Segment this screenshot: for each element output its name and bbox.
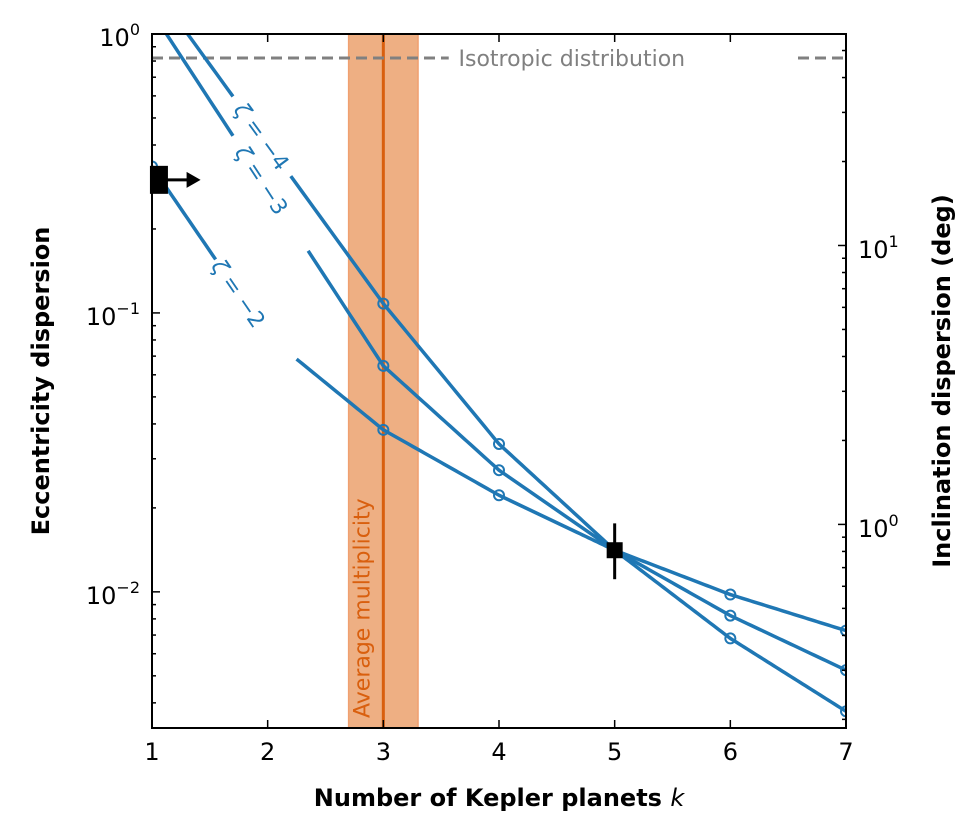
series-marker xyxy=(724,588,737,601)
series-line-segment xyxy=(185,34,235,98)
x-tick-label: 2 xyxy=(260,738,275,766)
observation-marker xyxy=(606,542,623,559)
right-y-axis-title: Inclination dispersion (deg) xyxy=(928,194,956,568)
series-marker xyxy=(377,297,390,310)
y-tick-label-exponent: −2 xyxy=(116,578,140,597)
series-line-segment xyxy=(306,249,846,672)
y-tick-label-base: 10 xyxy=(86,303,117,331)
series-marker xyxy=(724,632,737,645)
multiplicity-label: Average multiplicity xyxy=(350,498,375,718)
y-tick-label-exponent: −1 xyxy=(116,299,140,318)
y-tick-label-base: 10 xyxy=(86,582,117,610)
y-right-tick-label-exponent: 1 xyxy=(889,232,899,251)
series-marker xyxy=(840,624,846,637)
y-right-tick-label-base: 10 xyxy=(858,236,889,264)
y-tick-label: 10−2 xyxy=(86,578,140,610)
lower-limit-arrow-head xyxy=(186,171,201,188)
x-tick-label: 7 xyxy=(838,738,853,766)
isotropic-label-background xyxy=(448,42,794,75)
y-tick-label: 10−1 xyxy=(86,299,140,331)
x-tick-label: 1 xyxy=(144,738,159,766)
series-marker xyxy=(377,423,390,436)
series-line-segment xyxy=(289,175,846,713)
series-marker xyxy=(840,664,846,677)
reference-line-layer: Isotropic distribution xyxy=(152,42,846,75)
x-tick-label: 5 xyxy=(607,738,622,766)
x-tick-label: 4 xyxy=(491,738,506,766)
x-axis-variable: k xyxy=(670,784,685,812)
series-line-segment xyxy=(164,34,235,137)
lower-limit-marker xyxy=(149,165,168,194)
series-marker xyxy=(493,464,505,477)
series-label: ζ = −2 xyxy=(205,255,270,333)
x-tick-label: 6 xyxy=(723,738,738,766)
x-axis-title-text: Number of Kepler planets xyxy=(314,784,662,812)
x-axis-title: Number of Kepler planets k xyxy=(314,784,686,812)
y-tick-label: 100 xyxy=(99,20,140,52)
band-layer: Average multiplicity xyxy=(347,34,419,728)
series-marker xyxy=(493,437,505,450)
x-tick-label: 3 xyxy=(376,738,391,766)
y-right-tick-label: 100 xyxy=(858,511,899,543)
isotropic-label: Isotropic distribution xyxy=(459,47,686,72)
series-marker xyxy=(724,609,737,622)
y-tick-label-exponent: 0 xyxy=(130,20,140,39)
y-right-tick-label-base: 10 xyxy=(858,515,889,543)
series-layer: ζ = −4ζ = −3ζ = −2 xyxy=(152,34,846,718)
series-marker xyxy=(840,705,846,718)
y-right-tick-label: 101 xyxy=(858,232,899,264)
y-tick-label-base: 10 xyxy=(99,24,130,52)
series-marker xyxy=(493,489,505,502)
observations-layer xyxy=(149,165,623,580)
series-3: ζ = −2 xyxy=(152,160,846,637)
series-marker xyxy=(377,359,390,372)
series-1: ζ = −4 xyxy=(185,34,846,718)
y-axis-title: Eccentricity dispersion xyxy=(27,227,55,536)
y-right-tick-label-exponent: 0 xyxy=(889,511,899,530)
